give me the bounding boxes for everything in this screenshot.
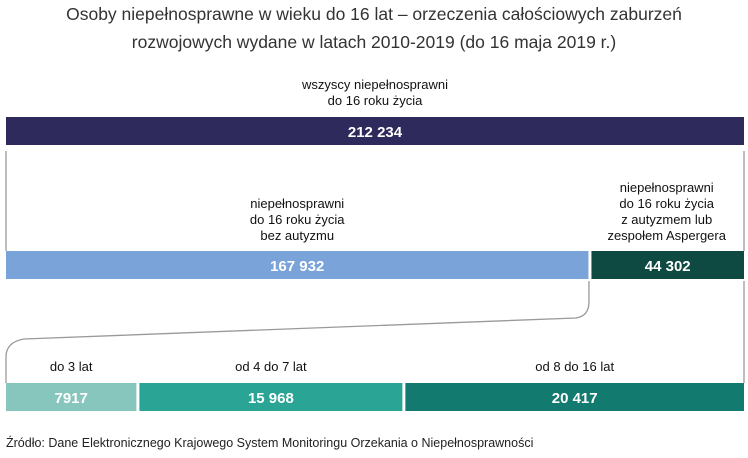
segment-label-1-1-line-2: z autyzmem lub xyxy=(621,212,712,227)
segment-label-1-1-line-1: do 16 roku życia xyxy=(619,196,714,211)
segment-label-1-1-line-3: zespołem Aspergera xyxy=(607,228,726,243)
chart-title-line-2: rozwojowych wydane w latach 2010-2019 (d… xyxy=(132,32,616,52)
bar-segment-0-0 xyxy=(6,117,744,145)
segment-label-1-0-line-0: niepełnosprawni xyxy=(250,196,344,211)
value-label-1-0: 167 932 xyxy=(270,258,324,275)
segment-label-1-0-line-2: bez autyzmu xyxy=(260,228,334,243)
segment-label-2-2-line-0: od 8 do 16 lat xyxy=(535,359,614,374)
source-note: Źródło: Dane Elektronicznego Krajowego S… xyxy=(6,435,533,450)
value-label-2-1: 15 968 xyxy=(248,390,294,407)
bar-segment-1-0 xyxy=(6,251,589,279)
segment-label-2-1-line-0: od 4 do 7 lat xyxy=(235,359,307,374)
value-label-2-2: 20 417 xyxy=(552,390,598,407)
bar-segment-2-2 xyxy=(405,383,744,411)
value-label-1-1: 44 302 xyxy=(645,258,691,275)
bracket-level-0 xyxy=(5,151,745,251)
segment-label-0-0-line-0: wszyscy niepełnosprawni xyxy=(301,77,448,92)
value-label-2-0: 7917 xyxy=(55,390,88,407)
segment-label-0-0-line-1: do 16 roku życia xyxy=(328,93,423,108)
bar-segment-2-0 xyxy=(6,383,137,411)
segment-label-1-0-line-1: do 16 roku życia xyxy=(250,212,345,227)
bar-segment-2-1 xyxy=(139,383,403,411)
bracket-level-1 xyxy=(5,281,745,383)
value-label-0-0: 212 234 xyxy=(348,124,403,141)
segment-label-2-0-line-0: do 3 lat xyxy=(50,359,93,374)
bar-segment-1-1 xyxy=(591,251,744,279)
chart-title-line-1: Osoby niepełnosprawne w wieku do 16 lat … xyxy=(66,4,682,24)
segment-label-1-1-line-0: niepełnosprawni xyxy=(620,180,714,195)
